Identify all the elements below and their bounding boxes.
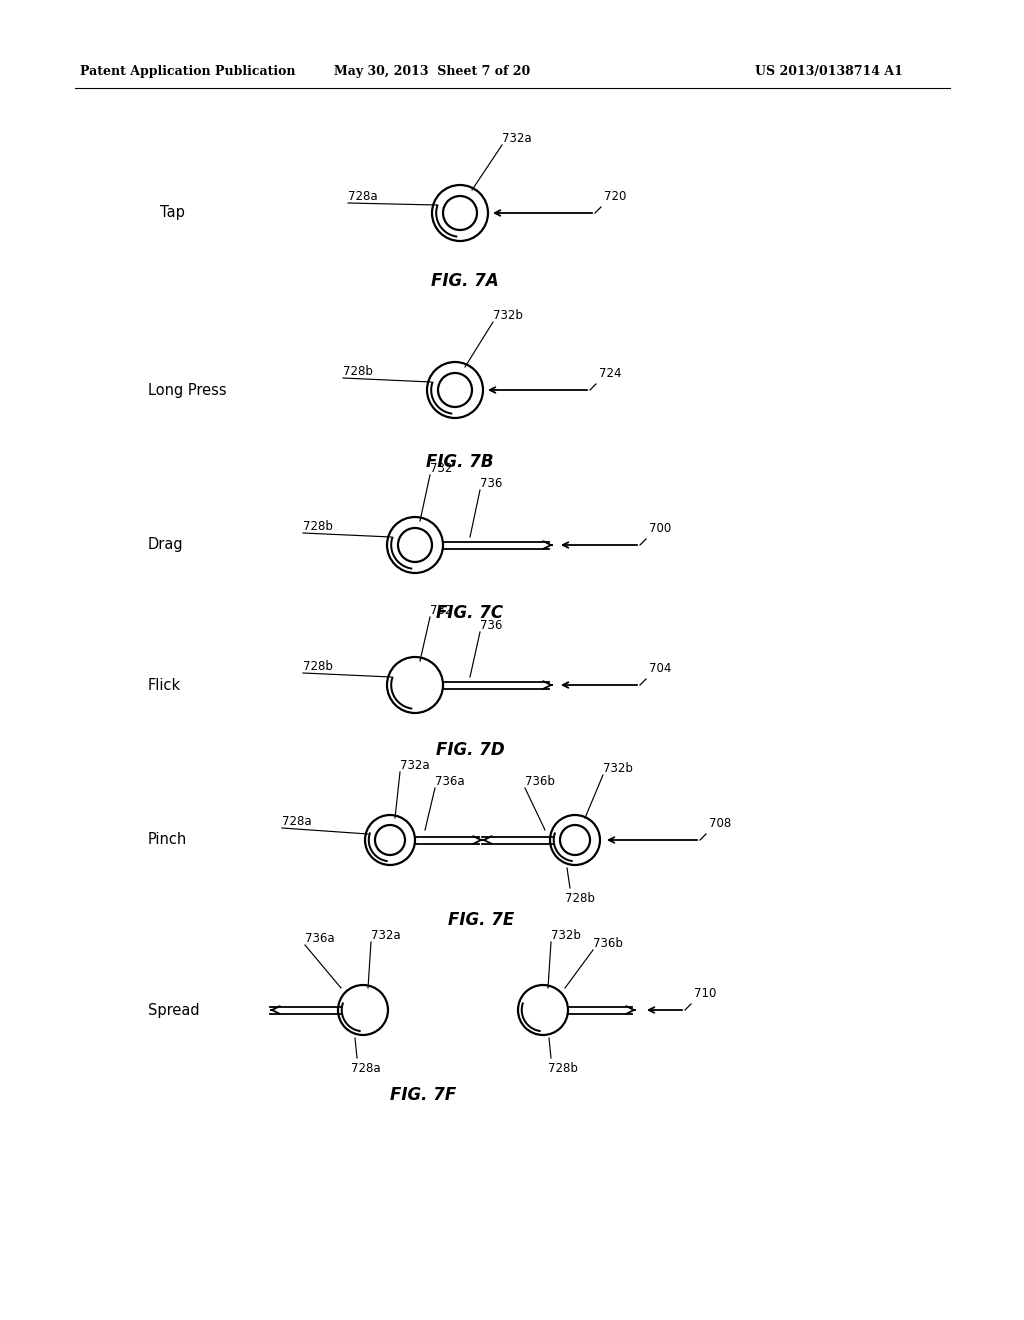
Text: 710: 710 xyxy=(694,987,717,1001)
Text: Drag: Drag xyxy=(148,537,183,553)
Text: 728a: 728a xyxy=(351,1063,381,1074)
Text: FIG. 7B: FIG. 7B xyxy=(426,453,494,471)
Text: 732b: 732b xyxy=(493,309,523,322)
Text: Pinch: Pinch xyxy=(148,833,187,847)
Text: 728a: 728a xyxy=(348,190,378,203)
Text: FIG. 7F: FIG. 7F xyxy=(390,1086,456,1104)
Text: FIG. 7E: FIG. 7E xyxy=(449,911,514,929)
Text: Patent Application Publication: Patent Application Publication xyxy=(80,66,296,78)
Text: 736b: 736b xyxy=(593,937,623,950)
Text: 736: 736 xyxy=(480,619,503,632)
Text: 720: 720 xyxy=(604,190,627,203)
Text: 728b: 728b xyxy=(303,520,333,533)
Text: FIG. 7C: FIG. 7C xyxy=(436,605,504,622)
Text: Tap: Tap xyxy=(160,206,185,220)
Text: 732a: 732a xyxy=(502,132,531,145)
Text: 728a: 728a xyxy=(282,814,311,828)
Text: 728b: 728b xyxy=(303,660,333,673)
Text: 736b: 736b xyxy=(525,775,555,788)
Text: 700: 700 xyxy=(649,521,672,535)
Text: FIG. 7A: FIG. 7A xyxy=(431,272,499,290)
Text: 728b: 728b xyxy=(565,892,595,906)
Text: Long Press: Long Press xyxy=(148,383,226,397)
Text: Spread: Spread xyxy=(148,1002,200,1018)
Text: 732a: 732a xyxy=(400,759,430,772)
Text: 724: 724 xyxy=(599,367,622,380)
Text: FIG. 7D: FIG. 7D xyxy=(435,741,504,759)
Text: 728b: 728b xyxy=(343,366,373,378)
Text: US 2013/0138714 A1: US 2013/0138714 A1 xyxy=(755,66,903,78)
Text: 732: 732 xyxy=(430,605,453,616)
Text: May 30, 2013  Sheet 7 of 20: May 30, 2013 Sheet 7 of 20 xyxy=(334,66,530,78)
Text: 736: 736 xyxy=(480,477,503,490)
Text: 732b: 732b xyxy=(551,929,581,942)
Text: 732b: 732b xyxy=(603,762,633,775)
Text: 704: 704 xyxy=(649,663,672,675)
Text: Flick: Flick xyxy=(148,677,181,693)
Text: 736a: 736a xyxy=(305,932,335,945)
Text: 728b: 728b xyxy=(548,1063,578,1074)
Text: 732: 732 xyxy=(430,462,453,475)
Text: 736a: 736a xyxy=(435,775,465,788)
Text: 708: 708 xyxy=(709,817,731,830)
Text: 732a: 732a xyxy=(371,929,400,942)
